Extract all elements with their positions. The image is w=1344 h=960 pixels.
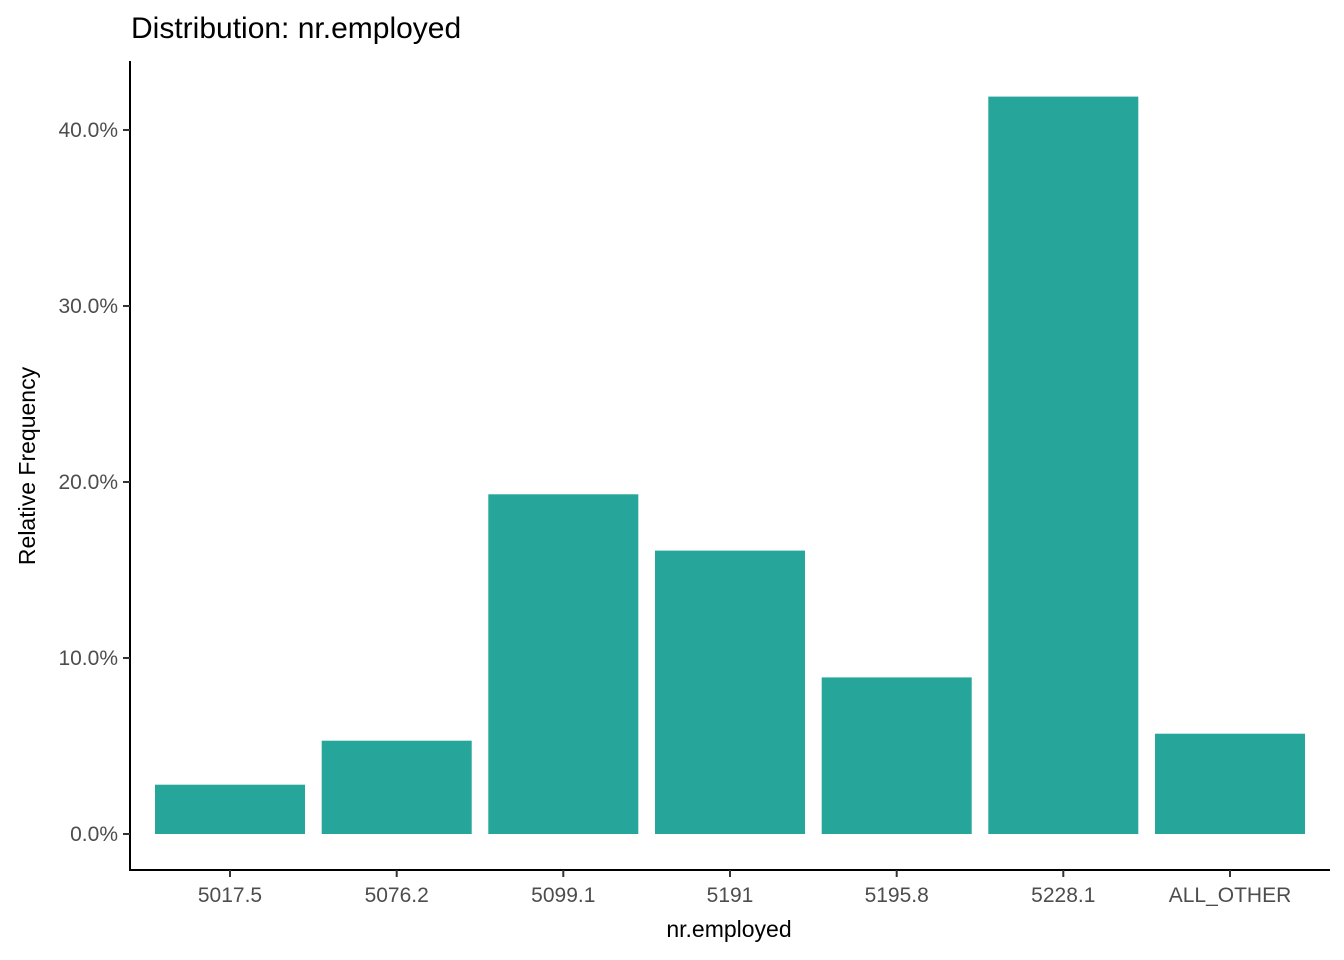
x-tick-label: 5191 <box>707 884 754 907</box>
x-axis-title: nr.employed <box>666 916 791 942</box>
x-tick-label: 5017.5 <box>198 884 262 907</box>
x-ticks-group: 5017.5 5076.2 5099.1 5191 5195.8 5228.1 ALL_OT… <box>198 870 1291 907</box>
y-ticks-group: 0.0% 10.0% 20.0% 30.0% 40.0% <box>58 119 130 846</box>
bar-5076.2 <box>321 740 472 834</box>
chart-title: Distribution: nr.employed <box>131 12 461 45</box>
bars-group <box>155 96 1305 835</box>
x-tick-label: 5076.2 <box>365 884 429 907</box>
bar-5191 <box>655 550 805 834</box>
bar-5228.1 <box>988 96 1139 835</box>
y-tick-label: 30.0% <box>58 295 118 318</box>
x-tick-label: 5099.1 <box>531 884 595 907</box>
bar-5017.5 <box>155 784 305 834</box>
x-tick-label: 5195.8 <box>865 884 929 907</box>
bar-5195.8 <box>821 677 972 834</box>
y-tick-label: 10.0% <box>58 647 118 670</box>
bar-ALL_OTHER <box>1155 733 1305 834</box>
x-tick-label: ALL_OTHER <box>1169 884 1292 907</box>
bar-5099.1 <box>488 494 639 834</box>
y-tick-label: 0.0% <box>70 823 118 846</box>
y-tick-label: 40.0% <box>58 119 118 142</box>
x-tick-label: 5228.1 <box>1031 884 1095 907</box>
y-axis-title: Relative Frequency <box>14 366 40 565</box>
y-tick-label: 20.0% <box>58 471 118 494</box>
